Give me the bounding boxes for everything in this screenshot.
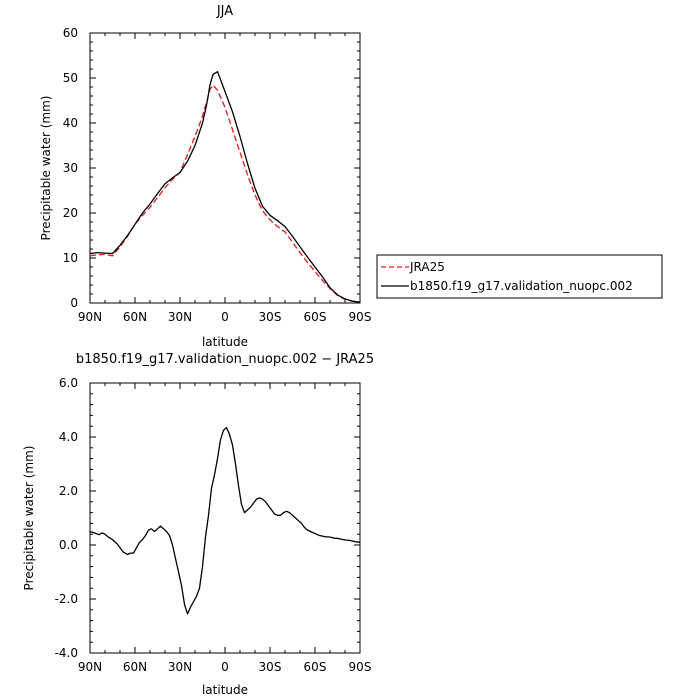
top-series-lines [89, 71, 361, 303]
top-plot-frame [89, 32, 361, 304]
top-x-tick-label: 0 [221, 310, 229, 324]
top-y-axis-label: Precipitable water (mm) [39, 96, 53, 241]
legend-box [376, 254, 663, 299]
bottom-y-tick-label: -4.0 [55, 646, 78, 660]
bottom-x-tick-label: 60S [304, 660, 327, 674]
bottom-x-tick-label: 30N [168, 660, 192, 674]
top-y-tick-label: 50 [63, 71, 78, 85]
top-y-tick-label: 20 [63, 206, 78, 220]
legend-model-label: b1850.f19_g17.validation_nuopc.002 [410, 279, 633, 293]
top-axis-ticks: 90N 60N 30N 0 30S 60S 90S 0 10 20 30 40 50 60 [63, 26, 372, 324]
top-x-axis-label: latitude [202, 335, 248, 349]
bottom-chart-title: b1850.f19_g17.validation_nuopc.002 − JRA… [76, 352, 374, 367]
bottom-x-tick-label: 60N [123, 660, 147, 674]
bottom-x-tick-label: 30S [259, 660, 282, 674]
bottom-y-tick-label: 2.0 [59, 484, 78, 498]
bottom-x-axis-label: latitude [202, 683, 248, 697]
top-y-tick-label: 30 [63, 161, 78, 175]
top-x-tick-label: 30S [259, 310, 282, 324]
top-y-tick-label: 60 [63, 26, 78, 40]
top-x-tick-label: 30N [168, 310, 192, 324]
top-x-tick-label: 90S [349, 310, 372, 324]
top-x-tick-label: 60S [304, 310, 327, 324]
bottom-x-tick-label: 0 [221, 660, 229, 674]
top-x-tick-label: 90N [78, 310, 102, 324]
bottom-y-tick-label: 4.0 [59, 430, 78, 444]
bottom-x-tick-label: 90N [78, 660, 102, 674]
bottom-plot-frame [89, 382, 361, 654]
top-y-tick-label: 40 [63, 116, 78, 130]
bottom-axis-ticks: 90N 60N 30N 0 30S 60S 90S -4.0 -2.0 0.0 2.0 4.0 6.0 [55, 376, 372, 674]
bottom-y-tick-label: 0.0 [59, 538, 78, 552]
bottom-x-tick-label: 90S [349, 660, 372, 674]
top-chart-title: JJA [216, 4, 233, 19]
top-series-line-1 [89, 71, 361, 303]
bottom-y-axis-label: Precipitable water (mm) [22, 446, 36, 591]
bottom-panel: b1850.f19_g17.validation_nuopc.002 − JRA… [22, 352, 374, 697]
bottom-series-line-0 [89, 426, 361, 615]
top-panel: JJA 90N 60N 30N 0 30S 60S 90S 0 10 20 30 40 50 60 lat… [39, 4, 371, 349]
bottom-y-tick-label: 6.0 [59, 376, 78, 390]
bottom-y-tick-label: -2.0 [55, 592, 78, 606]
bottom-series-lines [89, 426, 361, 615]
top-x-tick-label: 60N [123, 310, 147, 324]
legend-jra25-label: JRA25 [409, 260, 445, 274]
top-y-tick-label: 10 [63, 251, 78, 265]
top-y-tick-label: 0 [70, 296, 78, 310]
top-series-line-0 [89, 84, 361, 303]
legend: JRA25 b1850.f19_g17.validation_nuopc.002 [376, 254, 663, 299]
